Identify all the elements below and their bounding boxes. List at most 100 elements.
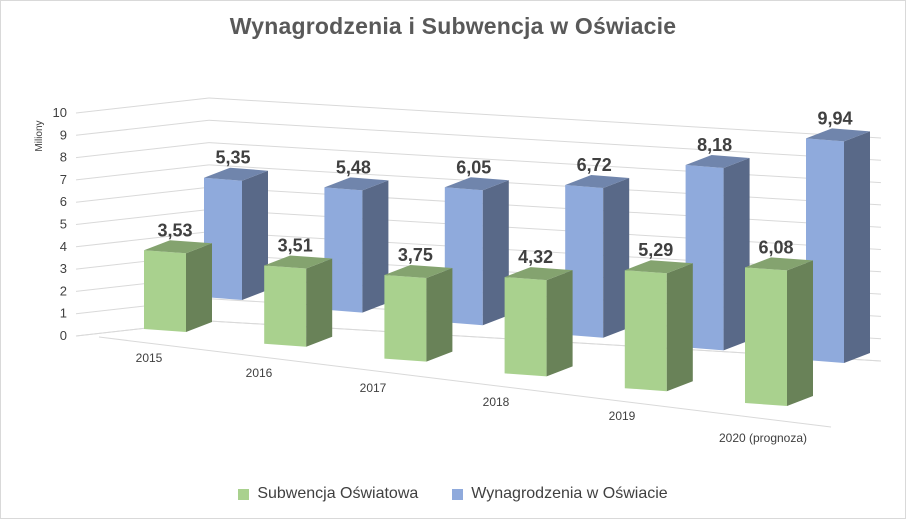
bar-top-face	[806, 128, 870, 142]
data-label-wynagrodzenia: 5,35	[215, 148, 250, 168]
bar-side-face	[603, 177, 630, 338]
y-axis-title: Miliony	[34, 120, 45, 151]
y-axis-ticks: 0 1 2 3 4 5 6 7 8 9 10	[53, 105, 67, 343]
floor-front-edge	[98, 336, 832, 428]
bar-top-face	[204, 167, 268, 181]
bar-side-face	[546, 270, 573, 377]
bar-top-face	[565, 174, 630, 188]
bar-front-face	[745, 267, 787, 406]
data-label-subwencja: 3,51	[278, 236, 313, 256]
bars	[144, 128, 870, 406]
bar-top-face	[685, 154, 750, 168]
y-tick-label: 8	[60, 150, 67, 165]
bar-wynagrodzenia-2017	[444, 177, 509, 326]
bar-front-face	[624, 270, 667, 392]
bar-wynagrodzenia-2020 (prognoza)	[806, 128, 870, 363]
bar-top-face	[504, 267, 573, 281]
chart-title: Wynagrodzenia i Subwencja w Oświacie	[229, 13, 677, 39]
data-label-wynagrodzenia: 5,48	[336, 157, 371, 177]
gridline-side	[75, 119, 210, 136]
gridline-back	[208, 142, 882, 184]
x-tick-label: 2020 (prognoza)	[719, 431, 807, 445]
gridline-side	[75, 186, 210, 203]
x-axis-ticks: 2015 2016 2017 2018 2019 2020 (prognoza)	[136, 351, 807, 445]
bar-side-face	[306, 258, 333, 347]
bar-top-face	[624, 260, 693, 274]
chart-plot: 0 1 2 3 4 5 6 7 8 9 10 Miliony 2015 2016 2017 2 0 1 8 201…	[34, 97, 882, 445]
bar-side-face	[242, 170, 268, 300]
gridline-back	[208, 186, 882, 228]
x-tick-label: 2015	[136, 351, 163, 365]
legend-label-subwencja: Subwencja Oświatowa	[257, 485, 419, 502]
x-tick-label: 2016	[246, 366, 273, 380]
data-label-wynagrodzenia: 6,05	[456, 157, 491, 177]
bar-side-face	[426, 267, 453, 362]
data-label-wynagrodzenia: 6,72	[577, 155, 612, 175]
bar-wynagrodzenia-2019	[685, 154, 750, 351]
gridline-side	[75, 231, 210, 248]
x-tick-label: 2019	[609, 409, 636, 423]
x-tick-label: 2017	[360, 381, 387, 395]
data-label-subwencja: 5,29	[638, 240, 673, 260]
bar-top-face	[384, 264, 453, 278]
bar-side-face	[844, 131, 870, 363]
y-tick-label: 9	[60, 127, 67, 142]
y-tick-label: 6	[60, 194, 67, 209]
data-label-subwencja: 6,08	[758, 237, 793, 257]
bar-front-face	[264, 265, 307, 347]
data-label-subwencja: 3,75	[398, 245, 433, 265]
gridline-side	[75, 142, 210, 159]
bar-front-face	[685, 164, 724, 351]
bar-subwencja-2016	[264, 255, 333, 347]
gridline-side	[75, 164, 210, 181]
data-label-wynagrodzenia: 9,94	[817, 108, 852, 128]
y-tick-label: 10	[53, 105, 67, 120]
data-label-subwencja: 4,32	[518, 247, 553, 267]
y-tick-label: 0	[60, 328, 67, 343]
bar-front-face	[504, 277, 547, 377]
bar-side-face	[666, 263, 693, 392]
y-tick-label: 7	[60, 172, 67, 187]
bar-front-face	[806, 138, 844, 363]
legend-item-subwencja: Subwencja Oświatowa	[238, 485, 418, 503]
gridline-side	[75, 97, 210, 114]
gridline-back	[208, 119, 882, 161]
data-label-subwencja: 3,53	[157, 220, 192, 240]
data-label-wynagrodzenia: 8,18	[697, 135, 732, 155]
y-tick-label: 5	[60, 217, 67, 232]
gridline-side	[75, 209, 210, 225]
bar-front-face	[144, 250, 186, 332]
legend-swatch-blue	[452, 488, 464, 500]
bar-side-face	[723, 157, 750, 351]
y-tick-label: 1	[60, 306, 67, 321]
bar-side-face	[787, 260, 813, 406]
bar-side-face	[482, 180, 509, 326]
bar-wynagrodzenia-2015	[204, 167, 268, 300]
bar-top-face	[144, 240, 212, 254]
bar-side-face	[362, 180, 389, 313]
y-tick-label: 4	[60, 239, 67, 254]
bar-wynagrodzenia-2018	[565, 174, 630, 338]
legend: Subwencja Oświatowa Wynagrodzenia w Oświ…	[1, 485, 905, 503]
bar-front-face	[324, 187, 363, 313]
bar-front-face	[444, 187, 483, 326]
bar-front-face	[204, 177, 242, 300]
y-tick-label: 3	[60, 261, 67, 276]
bar-top-face	[745, 257, 813, 271]
gridline-back	[208, 97, 882, 139]
bar-subwencja-2018	[504, 267, 573, 377]
y-tick-label: 2	[60, 283, 67, 298]
bar-front-face	[565, 184, 604, 338]
bar-front-face	[384, 274, 427, 362]
legend-swatch-green	[238, 488, 250, 500]
legend-label-wynagrodzenia: Wynagrodzenia w Oświacie	[471, 485, 668, 502]
bar-top-face	[264, 255, 333, 269]
bar-subwencja-2017	[384, 264, 453, 362]
bar-subwencja-2015	[144, 240, 212, 332]
gridline-back	[208, 209, 882, 250]
bar-subwencja-2020 (prognoza)	[745, 257, 813, 406]
data-labels: 5,35 5,48 6,05 6,72 8,18 9,94 3,53 3,51 3,75 4,32…	[157, 108, 852, 267]
bar-side-face	[186, 243, 212, 332]
bar-top-face	[324, 177, 389, 191]
